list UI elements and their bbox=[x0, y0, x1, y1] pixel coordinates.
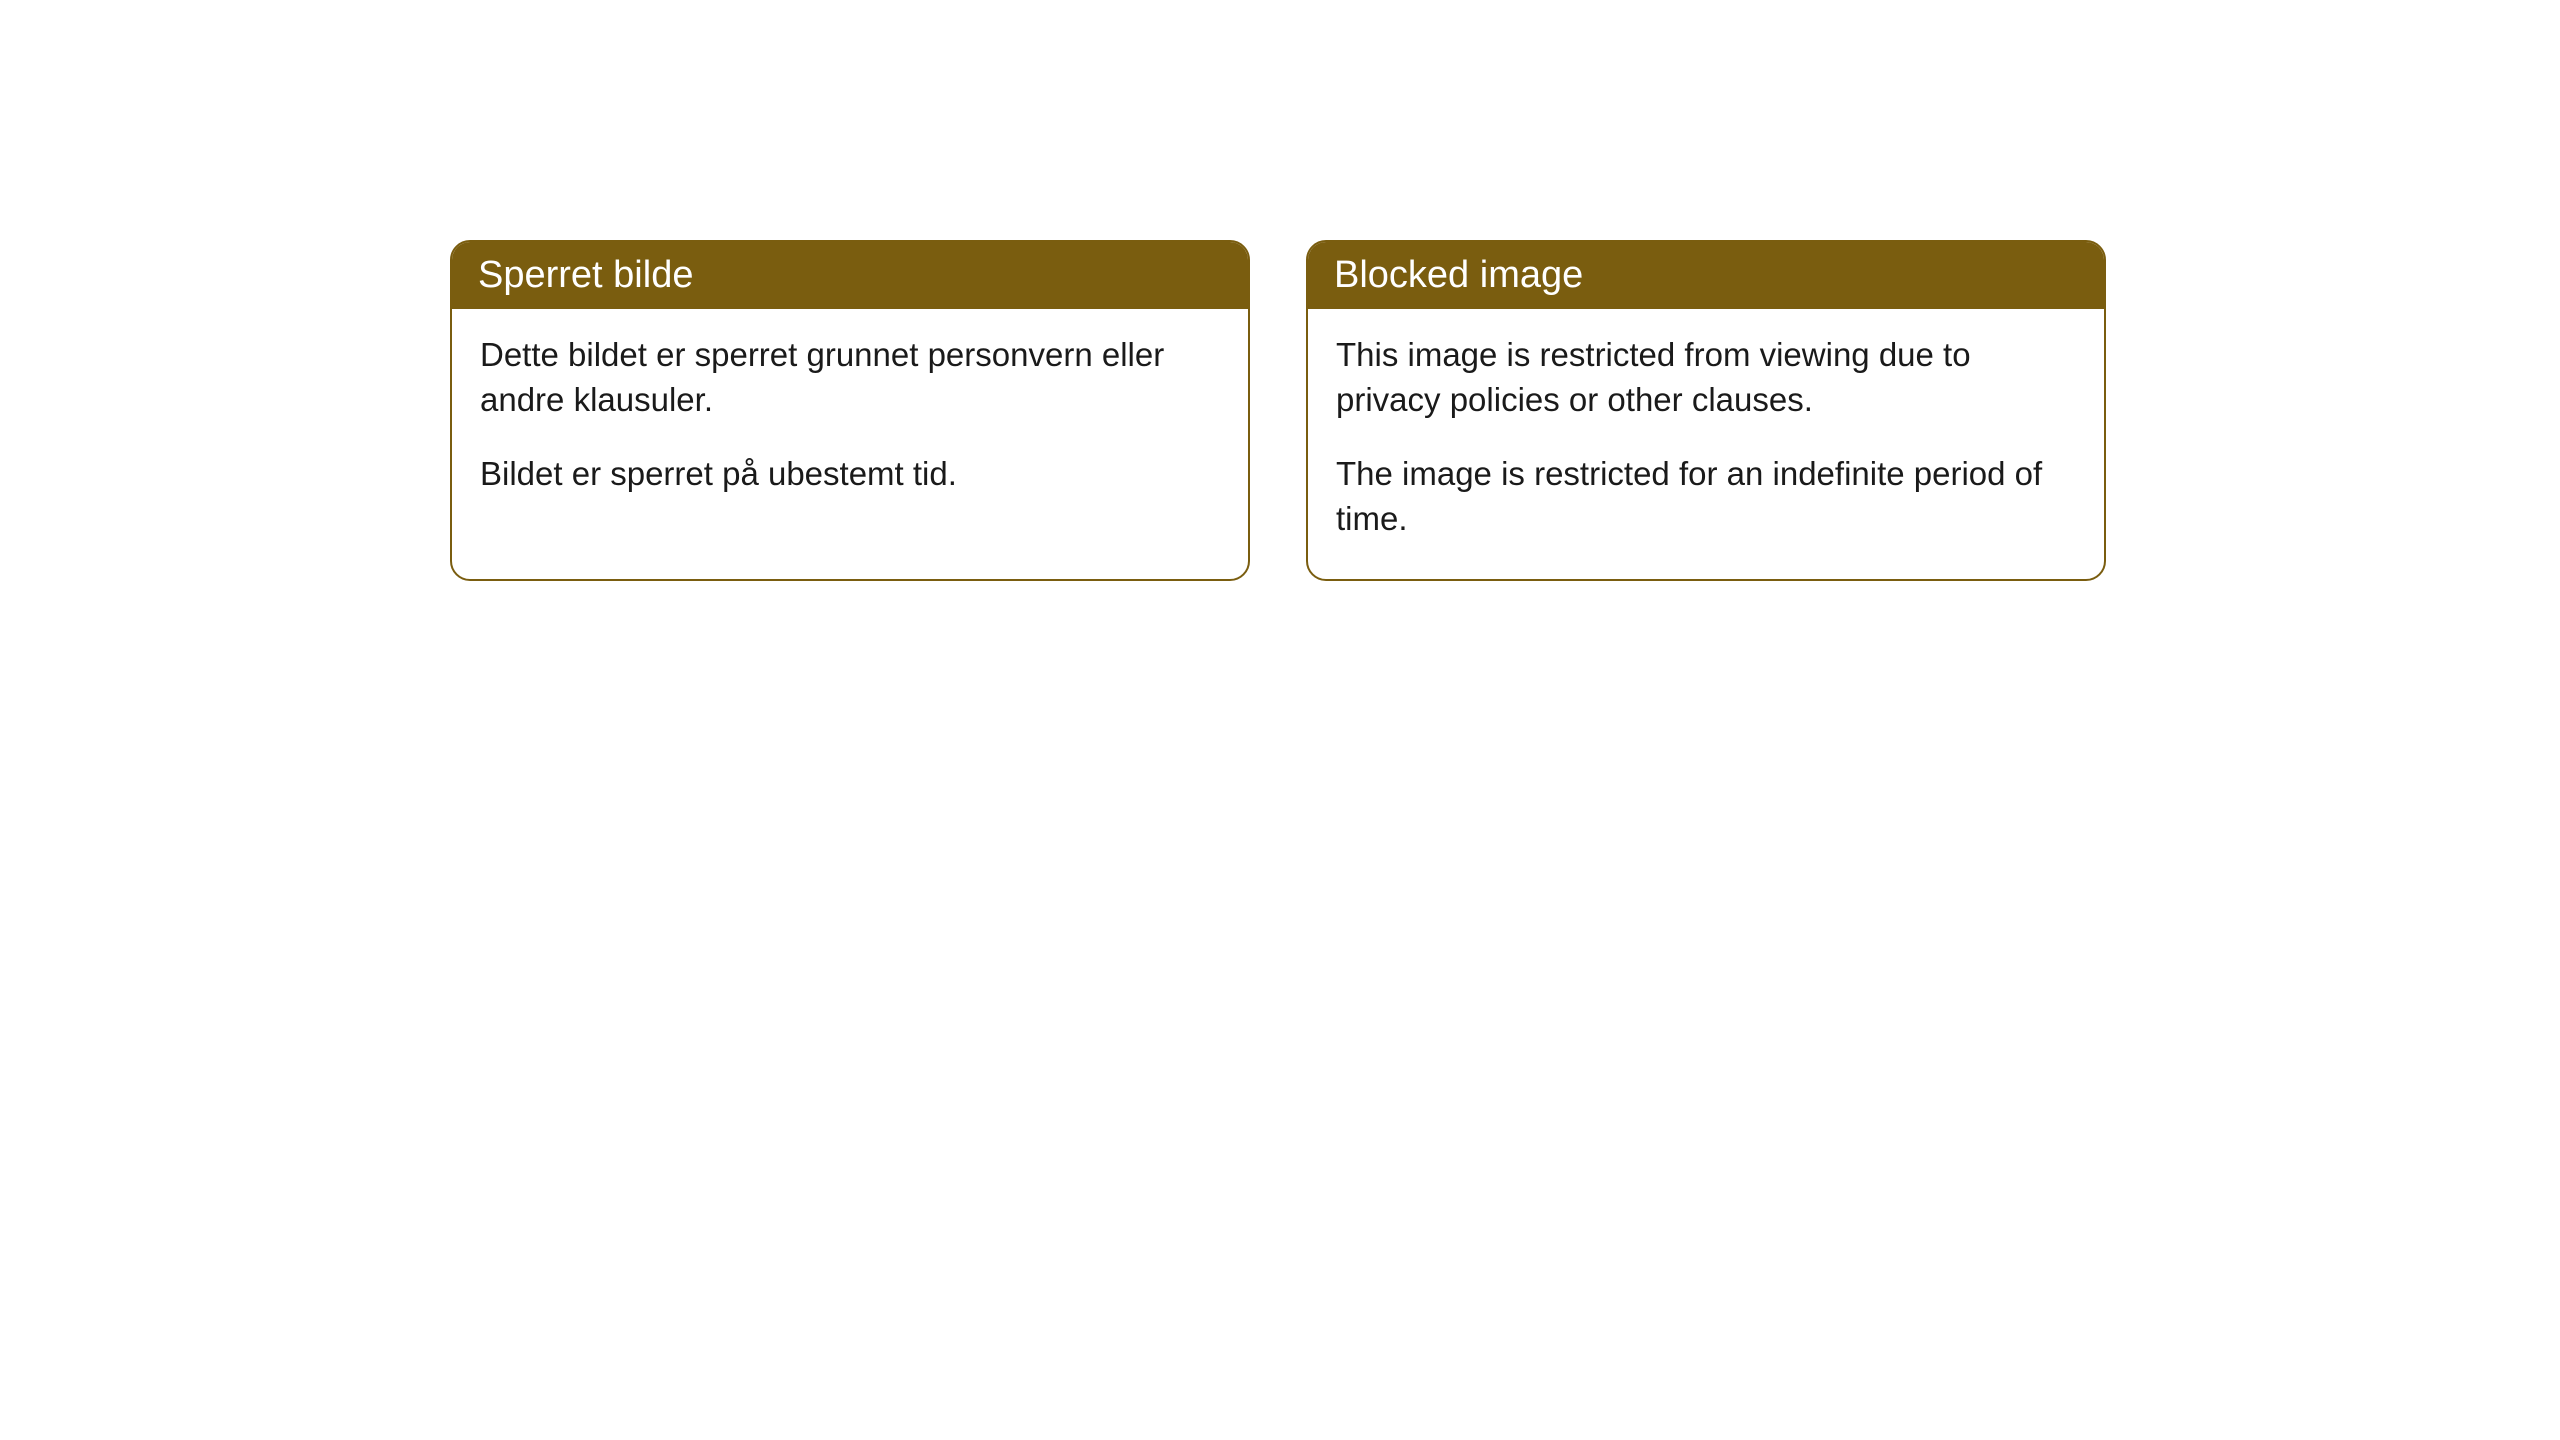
card-paragraph: Bildet er sperret på ubestemt tid. bbox=[480, 452, 1220, 497]
blocked-image-card-english: Blocked image This image is restricted f… bbox=[1306, 240, 2106, 581]
blocked-image-card-norwegian: Sperret bilde Dette bildet er sperret gr… bbox=[450, 240, 1250, 581]
card-body: This image is restricted from viewing du… bbox=[1308, 309, 2104, 579]
card-header: Blocked image bbox=[1308, 242, 2104, 309]
card-title: Blocked image bbox=[1334, 254, 1583, 296]
card-paragraph: Dette bildet er sperret grunnet personve… bbox=[480, 333, 1220, 422]
card-paragraph: The image is restricted for an indefinit… bbox=[1336, 452, 2076, 541]
cards-container: Sperret bilde Dette bildet er sperret gr… bbox=[0, 0, 2560, 581]
card-title: Sperret bilde bbox=[478, 254, 693, 296]
card-body: Dette bildet er sperret grunnet personve… bbox=[452, 309, 1248, 535]
card-header: Sperret bilde bbox=[452, 242, 1248, 309]
card-paragraph: This image is restricted from viewing du… bbox=[1336, 333, 2076, 422]
